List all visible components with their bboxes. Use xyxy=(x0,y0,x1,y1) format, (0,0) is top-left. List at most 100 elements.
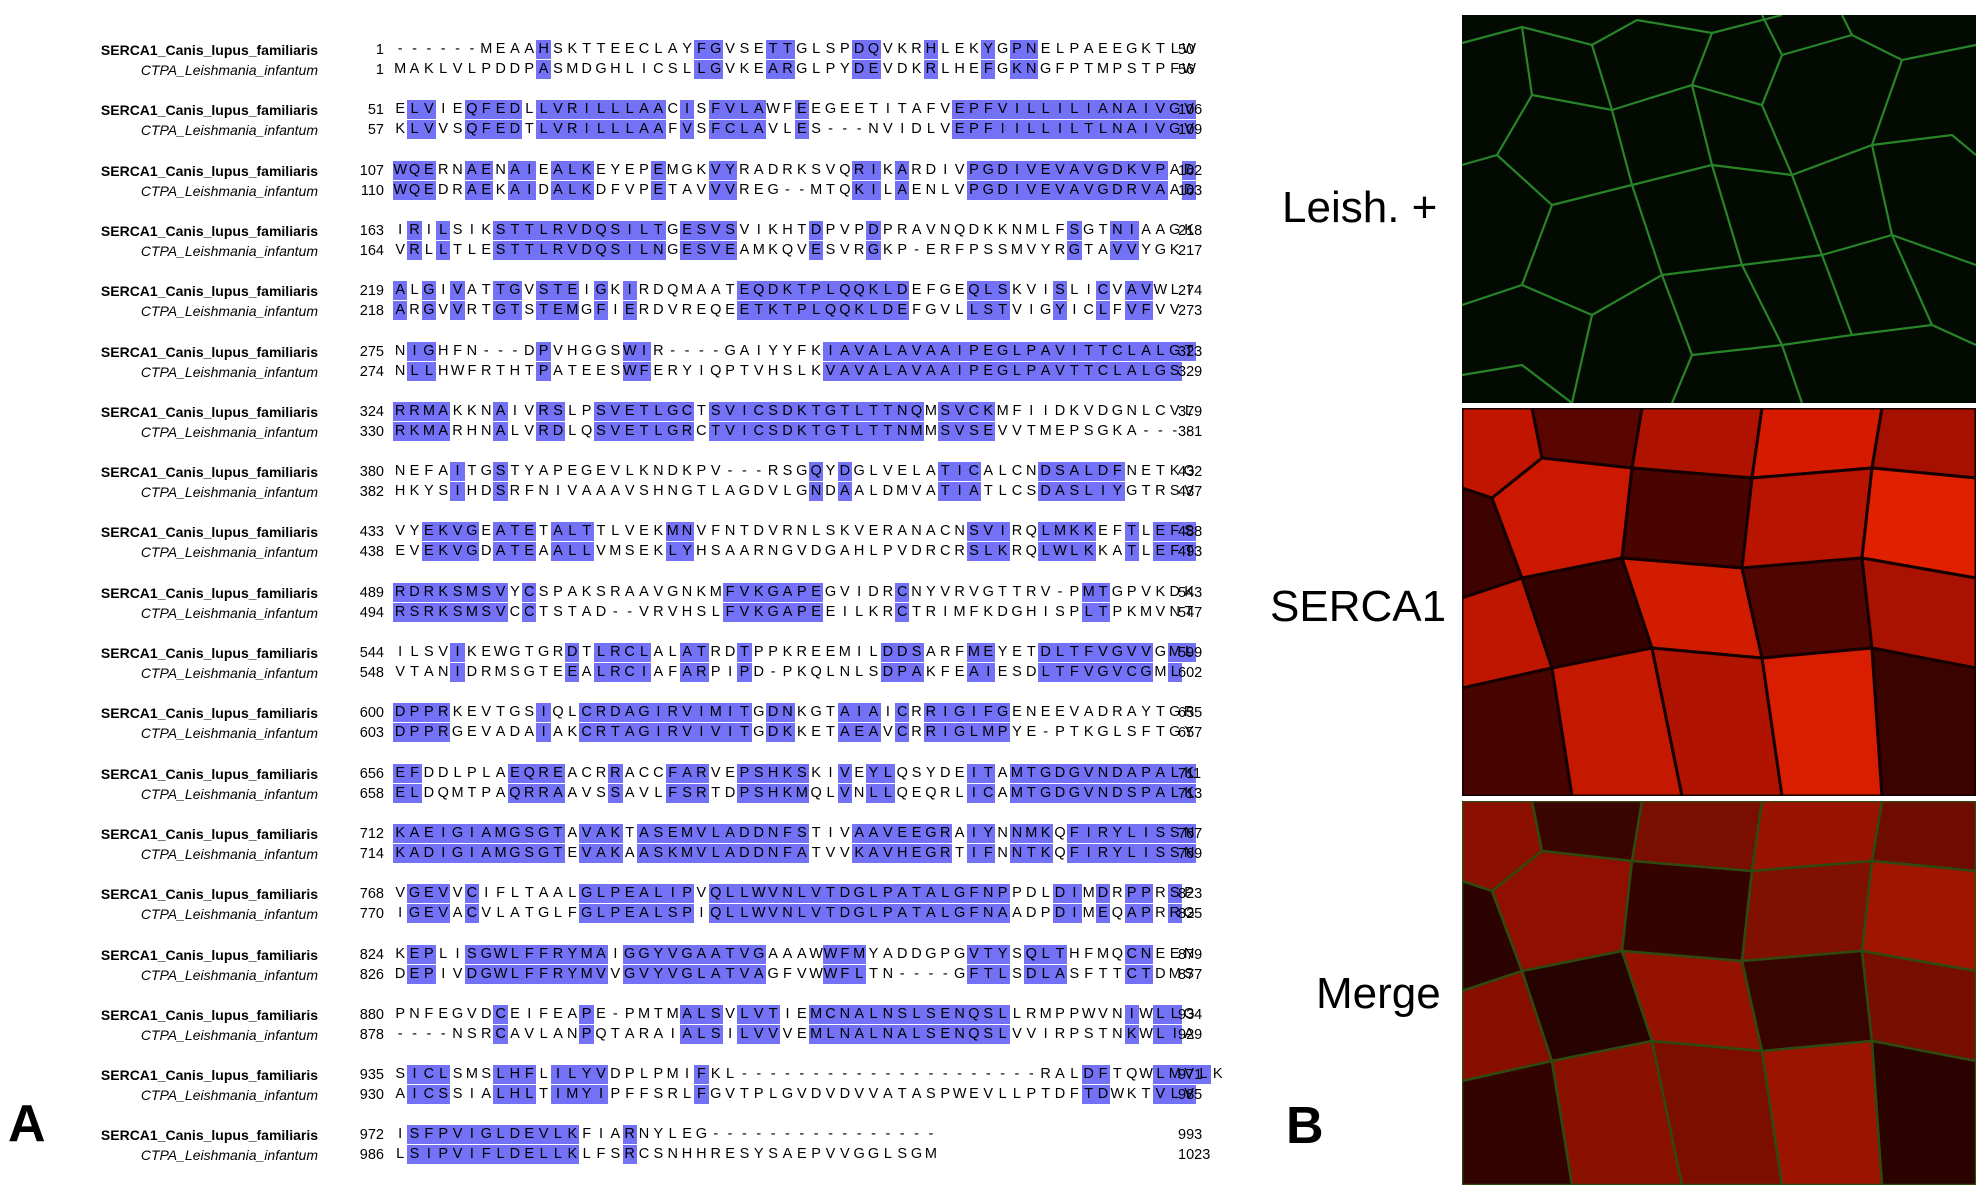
residue: W xyxy=(766,101,780,118)
residue: M xyxy=(666,161,679,178)
residue: S xyxy=(811,121,821,138)
residue: D xyxy=(1095,1085,1111,1105)
end-position: 163 xyxy=(1178,182,1203,199)
residue: K xyxy=(811,764,821,781)
residue: A xyxy=(765,60,781,79)
residue: G xyxy=(824,543,837,560)
start-position: 433 xyxy=(359,524,384,541)
residue: L xyxy=(708,843,723,863)
residue: A xyxy=(407,843,422,863)
residue: P xyxy=(1069,603,1080,620)
residue: M xyxy=(1082,905,1095,922)
residue: D xyxy=(837,904,852,924)
residue: T xyxy=(550,823,566,843)
residue: K xyxy=(839,523,850,540)
residue: T xyxy=(811,824,821,841)
residue: C xyxy=(493,1024,508,1044)
residue: N xyxy=(1112,1005,1123,1022)
residue: P xyxy=(995,723,1010,743)
sequence-name: SERCA1_Canis_lupus_familiaris xyxy=(100,222,318,239)
residue: V xyxy=(1124,240,1139,260)
residue: I xyxy=(938,703,953,723)
residue: V xyxy=(768,121,778,138)
residue: - xyxy=(799,1126,805,1143)
residue: T xyxy=(737,723,752,743)
residue: T xyxy=(1012,583,1022,600)
residue: I xyxy=(966,703,982,723)
residue: V xyxy=(1081,783,1096,803)
residue: L xyxy=(651,904,666,924)
residue: P xyxy=(1026,1086,1037,1103)
residue: F xyxy=(783,101,792,118)
residue: P xyxy=(825,61,836,77)
residue: T xyxy=(696,402,706,419)
residue: R xyxy=(939,241,951,258)
residue: A xyxy=(1095,100,1111,120)
residue: I xyxy=(584,282,589,299)
residue: P xyxy=(966,341,982,361)
residue: P xyxy=(395,1005,405,1022)
residue: E xyxy=(911,181,922,198)
residue: T xyxy=(1141,1086,1151,1103)
residue: N xyxy=(409,1005,420,1022)
residue: F xyxy=(1138,301,1154,321)
residue: P xyxy=(608,884,623,904)
residue: S xyxy=(424,644,434,660)
residue: L xyxy=(553,905,562,922)
residue: R xyxy=(1183,704,1195,721)
residue: V xyxy=(610,965,621,982)
residue: D xyxy=(579,240,594,260)
residue: E xyxy=(395,101,405,118)
residue: G xyxy=(796,463,808,480)
residue: G xyxy=(981,160,996,180)
start-position: 164 xyxy=(359,242,384,259)
residue: Y xyxy=(1012,724,1022,741)
residue: D xyxy=(1110,160,1125,180)
start-position: 972 xyxy=(359,1127,384,1144)
residue: M xyxy=(1009,763,1025,783)
residue: W xyxy=(493,644,508,660)
residue: L xyxy=(808,301,824,321)
residue: F xyxy=(467,362,477,379)
residue: Q xyxy=(866,40,881,59)
residue: N xyxy=(1126,463,1137,480)
residue: G xyxy=(622,964,637,984)
residue: - xyxy=(512,342,518,359)
residue: Q xyxy=(710,302,722,319)
residue: A xyxy=(1083,41,1094,57)
residue: C xyxy=(509,603,521,620)
residue: S xyxy=(926,1086,936,1103)
residue: D xyxy=(896,61,908,77)
residue: Q xyxy=(896,784,908,801)
residue: I xyxy=(685,1066,690,1083)
residue: A xyxy=(895,160,910,180)
residue: A xyxy=(794,843,809,863)
residue: Q xyxy=(808,462,824,482)
residue: I xyxy=(1029,402,1034,419)
residue: H xyxy=(610,61,621,77)
residue: I xyxy=(598,1126,603,1143)
residue: V xyxy=(436,884,451,904)
residue: M xyxy=(924,422,937,439)
residue: D xyxy=(394,965,406,982)
residue: K xyxy=(768,241,778,258)
residue: D xyxy=(393,703,408,723)
residue: L xyxy=(651,421,666,441)
residue: C xyxy=(895,723,910,743)
residue: E xyxy=(1012,644,1022,660)
residue: K xyxy=(579,180,594,200)
residue: R xyxy=(939,784,951,801)
residue: I xyxy=(966,823,982,843)
residue: F xyxy=(479,1145,494,1165)
residue: Q xyxy=(966,1024,982,1044)
residue: K xyxy=(581,583,592,600)
residue: E xyxy=(981,421,996,441)
residue: L xyxy=(407,100,422,120)
residue: M xyxy=(709,583,722,600)
residue: V xyxy=(839,844,850,861)
residue: R xyxy=(1112,885,1123,902)
residue: K xyxy=(579,160,594,180)
residue: K xyxy=(739,61,750,77)
